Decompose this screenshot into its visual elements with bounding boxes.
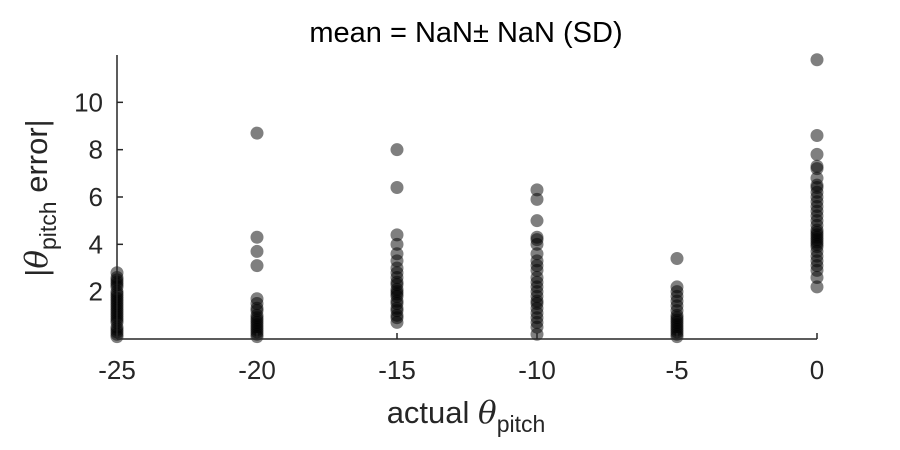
x-axis-label-symbol: θ	[478, 395, 497, 431]
data-point	[250, 259, 264, 273]
y-axis-label-subscript: pitch	[35, 201, 61, 250]
data-point	[530, 183, 544, 197]
data-point	[390, 237, 404, 251]
x-tick-labels: -25 -20 -15 -10 -5 0	[98, 355, 824, 385]
chart-title: mean = NaN± NaN (SD)	[309, 17, 622, 49]
x-tick-label: -20	[238, 355, 276, 385]
data-point	[250, 244, 264, 258]
data-point	[810, 53, 824, 67]
x-tick-label: -10	[518, 355, 556, 385]
data-point	[810, 147, 824, 161]
x-tick-label: 0	[810, 355, 824, 385]
data-point	[810, 280, 824, 294]
y-tick-label: 2	[89, 277, 103, 307]
x-tick-label: -5	[665, 355, 688, 385]
data-point	[390, 228, 404, 242]
y-axis-label-symbol: θ	[19, 250, 55, 269]
y-axis-label-suffix: error|	[19, 119, 54, 201]
y-tick-label: 8	[89, 135, 103, 165]
data-points	[110, 53, 824, 344]
data-point	[530, 237, 544, 251]
axes	[116, 55, 818, 340]
data-point	[810, 128, 824, 142]
data-point	[530, 192, 544, 206]
y-axis-label-prefix: |	[19, 269, 54, 277]
data-point	[390, 315, 404, 329]
data-point	[810, 162, 824, 176]
x-axis-label-prefix: actual	[387, 395, 478, 430]
x-tick-label: -15	[378, 355, 416, 385]
y-tick-label: 6	[89, 182, 103, 212]
x-axis-label: actual θpitch	[387, 395, 546, 437]
data-point	[250, 230, 264, 244]
data-point	[810, 270, 824, 284]
y-tick-label: 10	[74, 87, 103, 117]
x-tick-label: -25	[98, 355, 136, 385]
x-axis-label-subscript: pitch	[497, 411, 546, 437]
data-point	[390, 181, 404, 195]
y-tick-labels: 2 4 6 8 10	[74, 87, 103, 306]
y-axis-label: |θpitch error|	[19, 119, 61, 276]
y-tick-label: 4	[89, 229, 103, 259]
data-point	[390, 143, 404, 157]
data-point	[250, 126, 264, 140]
data-point	[530, 214, 544, 228]
data-point	[670, 252, 684, 266]
